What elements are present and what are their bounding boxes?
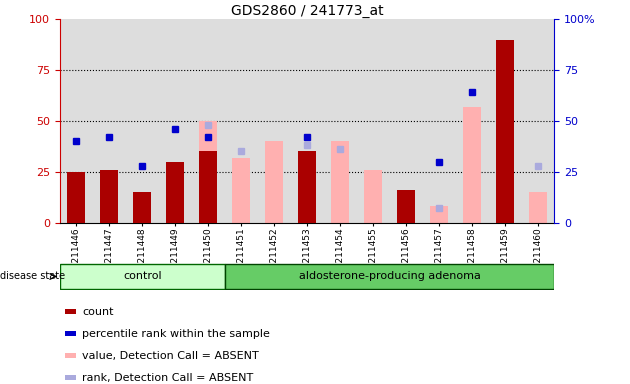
Title: GDS2860 / 241773_at: GDS2860 / 241773_at xyxy=(231,4,384,18)
Text: aldosterone-producing adenoma: aldosterone-producing adenoma xyxy=(299,271,481,281)
FancyBboxPatch shape xyxy=(225,264,554,289)
FancyBboxPatch shape xyxy=(60,264,225,289)
Bar xyxy=(65,353,76,358)
Bar xyxy=(364,170,382,223)
Bar xyxy=(298,152,316,223)
Bar xyxy=(65,376,76,380)
Bar xyxy=(67,172,86,223)
Bar xyxy=(265,141,284,223)
Text: control: control xyxy=(123,271,161,281)
Bar xyxy=(430,207,448,223)
Bar xyxy=(65,309,76,314)
Bar xyxy=(100,170,118,223)
Text: percentile rank within the sample: percentile rank within the sample xyxy=(82,329,270,339)
Bar xyxy=(199,152,217,223)
Bar xyxy=(496,40,514,223)
Bar xyxy=(65,331,76,336)
Bar xyxy=(331,141,349,223)
Text: rank, Detection Call = ABSENT: rank, Detection Call = ABSENT xyxy=(82,373,253,383)
Bar xyxy=(529,192,547,223)
Text: count: count xyxy=(82,306,113,316)
Bar xyxy=(397,190,415,223)
Text: disease state: disease state xyxy=(1,271,66,281)
Bar xyxy=(133,192,151,223)
Bar xyxy=(199,121,217,223)
Bar xyxy=(463,107,481,223)
Bar xyxy=(232,157,250,223)
Text: value, Detection Call = ABSENT: value, Detection Call = ABSENT xyxy=(82,351,259,361)
Bar xyxy=(166,162,185,223)
